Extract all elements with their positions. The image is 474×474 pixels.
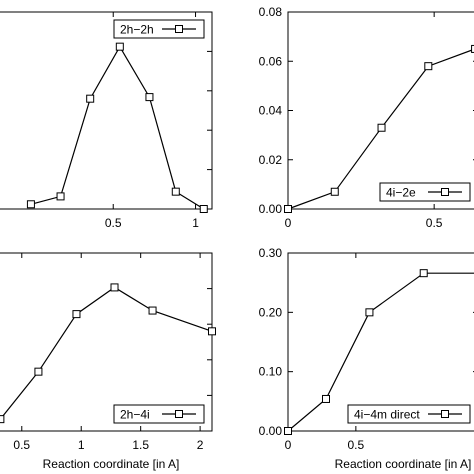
data-point xyxy=(199,205,208,213)
x-tick-label: 0.5 xyxy=(13,438,30,452)
data-point xyxy=(26,200,35,209)
data-point xyxy=(377,123,386,132)
chart-panel-3: 0.5 1 1.5 2 2h−4i Reaction coordinate [in A] xyxy=(0,252,216,471)
data-point xyxy=(419,269,428,278)
data-point xyxy=(115,42,124,51)
plot-frame xyxy=(287,11,474,210)
y-tick-label: 0.08 xyxy=(259,5,283,19)
legend-label: 4i−2e xyxy=(386,186,416,200)
data-point xyxy=(171,187,180,196)
data-point xyxy=(148,306,157,315)
data-point xyxy=(0,415,5,424)
x-tick-label: 1 xyxy=(192,216,199,230)
data-point xyxy=(330,187,339,196)
plot-frame xyxy=(0,11,213,210)
x-tick-label: 0.5 xyxy=(426,216,443,230)
legend-marker xyxy=(175,25,183,33)
legend: 2h−2h xyxy=(113,19,205,39)
data-point xyxy=(56,192,65,201)
legend-box xyxy=(379,182,471,202)
x-tick-label: 0.5 xyxy=(105,216,122,230)
data-point xyxy=(322,394,330,403)
series-line xyxy=(30,45,205,210)
legend-box xyxy=(347,404,471,424)
y-tick-label: 0.00 xyxy=(259,202,283,216)
x-tick-label: 1 xyxy=(78,438,85,452)
data-point xyxy=(72,310,81,319)
x-tick-label: 0 xyxy=(285,216,292,230)
y-tick-label: 0.02 xyxy=(259,153,283,167)
y-tick-label: 0.00 xyxy=(259,424,283,438)
data-point xyxy=(365,308,374,317)
chart-panel-1: 0.5 1 2h−2h xyxy=(0,11,213,230)
legend-marker xyxy=(175,410,183,418)
x-tick-label: 0.5 xyxy=(348,438,365,452)
x-tick-label: 0 xyxy=(285,438,292,452)
legend-marker xyxy=(441,410,449,418)
y-tick-label: 0.20 xyxy=(259,305,283,319)
y-tick-label: 0.30 xyxy=(259,246,283,260)
y-tick-label: 0.04 xyxy=(259,104,283,118)
x-axis-label: Reaction coordinate [in A] xyxy=(43,457,180,471)
data-point xyxy=(471,44,474,53)
legend-label: 2h−4i xyxy=(120,408,150,422)
legend: 2h−4i xyxy=(113,404,205,424)
legend: 4i−2e xyxy=(379,182,471,202)
x-axis-label: Reaction coordinate [in A] xyxy=(335,457,472,471)
legend-box xyxy=(113,19,205,39)
chart-panel-2: 0 0.5 0.00 0.02 0.04 0.06 0.08 4i−2e xyxy=(259,5,474,230)
legend-marker xyxy=(441,188,449,196)
data-point xyxy=(110,283,119,292)
x-tick-label: 1.5 xyxy=(132,438,149,452)
legend-box xyxy=(113,404,205,424)
data-point xyxy=(34,367,43,376)
y-tick-label: 0.06 xyxy=(259,54,283,68)
x-tick-label: 2 xyxy=(197,438,204,452)
plot-frame xyxy=(287,252,474,432)
data-point xyxy=(284,205,292,213)
y-tick-label: 0.10 xyxy=(259,365,283,379)
series-line xyxy=(0,286,213,420)
plot-frame xyxy=(0,252,213,432)
legend-label: 4i−4m direct xyxy=(354,408,420,422)
data-point xyxy=(145,93,154,102)
data-point xyxy=(424,62,433,71)
legend-label: 2h−2h xyxy=(120,23,154,37)
data-point xyxy=(284,427,292,435)
chart-panel-4: 0 0.5 0.00 0.10 0.20 0.30 4i−4m direct Reaction… xyxy=(259,246,474,471)
data-point xyxy=(86,94,95,103)
legend: 4i−4m direct xyxy=(347,404,471,424)
data-point xyxy=(208,327,216,336)
